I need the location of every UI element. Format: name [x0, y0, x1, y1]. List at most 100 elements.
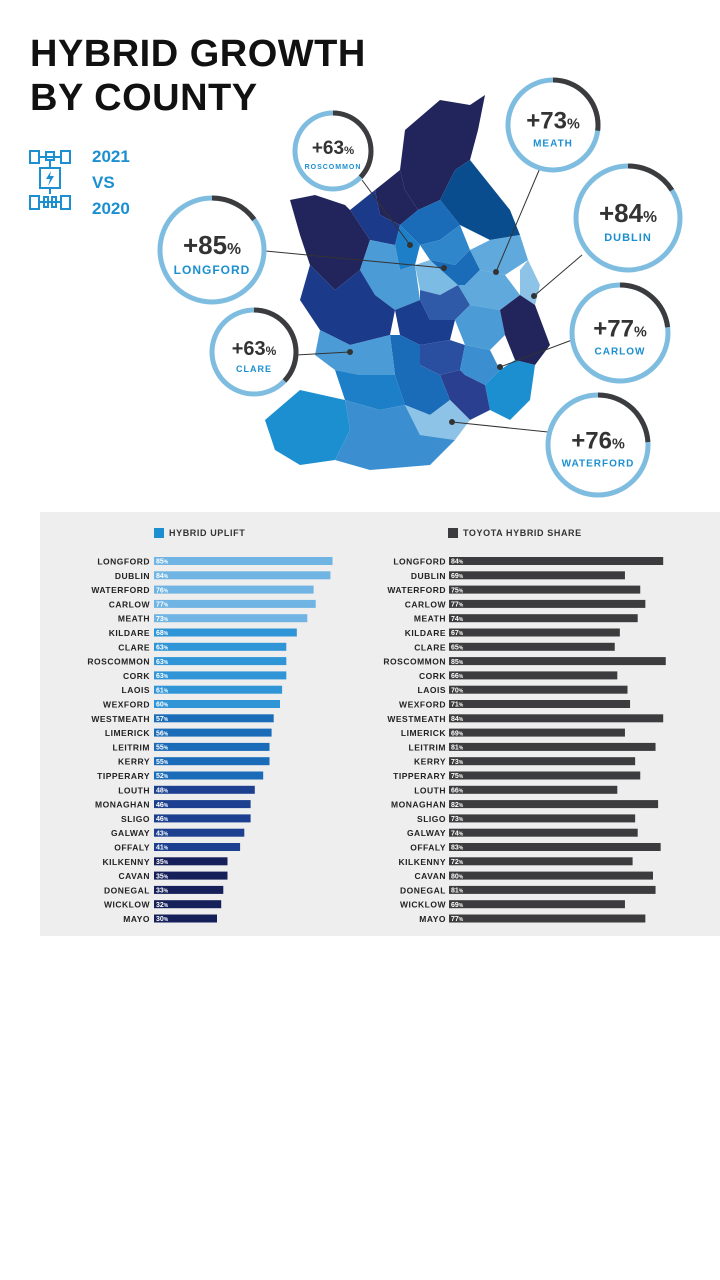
share-bar: [449, 771, 641, 780]
uplift-bar: [154, 900, 222, 909]
uplift-bar: [154, 642, 287, 651]
share-tick-label: MONAGHAN: [391, 800, 446, 810]
callout-ring-dark: [292, 110, 374, 192]
uplift-data-label: 57%: [156, 716, 169, 723]
uplift-data-label: 61%: [156, 687, 169, 694]
uplift-bar: [154, 800, 251, 809]
uplift-data-label: 33%: [156, 888, 169, 895]
callout-value: +84%: [599, 198, 657, 228]
uplift-tick-label: DONEGAL: [104, 885, 150, 895]
uplift-tick-label: MEATH: [118, 614, 150, 624]
callout-value: +77%: [593, 316, 647, 343]
share-data-label: 81%: [451, 888, 464, 895]
share-bar: [449, 599, 646, 608]
callout-longford: +85% LONGFORD: [157, 195, 267, 305]
share-data-label: 81%: [451, 745, 464, 752]
uplift-tick-label: WESTMEATH: [91, 714, 150, 724]
share-tick-label: CAVAN: [415, 871, 446, 881]
uplift-data-label: 84%: [156, 573, 169, 580]
share-bar: [449, 685, 628, 694]
share-bar: [449, 728, 625, 737]
share-bar: [449, 814, 636, 823]
share-chart: LONGFORD 84% DUBLIN 69% WATERFORD 75% CARLOW 77…: [383, 557, 666, 924]
callout-ring-dark: [209, 307, 299, 397]
county-galway: [300, 265, 395, 345]
uplift-bar: [154, 571, 331, 580]
share-bar: [449, 700, 631, 708]
county-kerry: [265, 390, 350, 465]
share-tick-label: CLARE: [414, 642, 446, 652]
callout-roscommon: +63% ROSCOMMON: [292, 110, 374, 192]
uplift-data-label: 35%: [156, 859, 169, 866]
uplift-bar: [154, 728, 272, 737]
uplift-chart: LONGFORD 85% DUBLIN 84% WATERFORD 76% CARLOW 77…: [87, 557, 333, 924]
callout-value: +85%: [183, 230, 241, 260]
share-tick-label: KILDARE: [405, 628, 446, 638]
county-cork: [335, 400, 455, 470]
uplift-tick-label: GALWAY: [111, 828, 150, 838]
uplift-tick-label: LOUTH: [118, 785, 150, 795]
share-data-label: 84%: [451, 716, 464, 723]
callout-county: DUBLIN: [604, 232, 652, 244]
county-wexford: [485, 360, 535, 420]
uplift-data-label: 63%: [156, 673, 169, 680]
share-tick-label: LIMERICK: [401, 728, 446, 738]
uplift-bar: [154, 885, 224, 894]
county-louth: [470, 235, 528, 275]
year-comparison: 2021 VS 2020: [92, 144, 130, 222]
share-data-label: 73%: [451, 816, 464, 823]
uplift-tick-label: KERRY: [118, 757, 150, 767]
uplift-data-label: 55%: [156, 745, 169, 752]
share-tick-label: WEXFORD: [399, 700, 446, 710]
county-mayo: [290, 195, 370, 290]
callout-ring-dark: [573, 163, 683, 273]
share-tick-label: CARLOW: [405, 599, 447, 609]
share-bar: [449, 557, 664, 565]
uplift-bar: [154, 628, 297, 637]
county-meath: [458, 270, 520, 310]
county-bar-panel: HYBRID UPLIFT TOYOTA HYBRID SHARE LONGFO…: [40, 512, 720, 936]
share-data-label: 69%: [451, 730, 464, 737]
uplift-tick-label: WEXFORD: [103, 700, 150, 710]
share-bar: [449, 571, 625, 580]
callout-circles: +85% LONGFORD +63% ROSCOMMON +73% MEATH +84% DU…: [157, 77, 683, 498]
share-data-label: 74%: [451, 616, 464, 623]
callout-value: +63%: [312, 138, 354, 159]
callout-dublin: +84% DUBLIN: [573, 163, 683, 273]
share-data-label: 83%: [451, 845, 464, 852]
share-data-label: 67%: [451, 630, 464, 637]
uplift-bar: [154, 843, 241, 851]
share-bar: [449, 614, 638, 623]
uplift-tick-label: CLARE: [118, 642, 150, 652]
callout-lines: [254, 167, 583, 433]
callout-ring-dark: [545, 392, 651, 498]
county-derry-antrim: [440, 160, 520, 240]
share-tick-label: DUBLIN: [411, 571, 446, 581]
share-tick-label: DONEGAL: [400, 885, 446, 895]
legend-uplift-label: HYBRID UPLIFT: [169, 528, 246, 538]
callout-county: ROSCOMMON: [305, 164, 362, 171]
share-tick-label: LOUTH: [414, 785, 446, 795]
share-tick-label: MEATH: [414, 614, 446, 624]
share-tick-label: CORK: [419, 671, 446, 681]
callout-ring-dark: [505, 77, 601, 173]
uplift-bar: [154, 614, 308, 623]
callout-carlow: +77% CARLOW: [569, 282, 671, 384]
share-bar: [449, 757, 636, 766]
uplift-tick-label: LONGFORD: [97, 557, 150, 567]
uplift-tick-label: LIMERICK: [105, 728, 150, 738]
uplift-bar: [154, 771, 264, 780]
callout-value: +73%: [526, 108, 580, 135]
callout-value: +63%: [232, 338, 277, 360]
uplift-tick-label: SLIGO: [121, 814, 150, 824]
county-leitrim: [395, 225, 420, 270]
callout-county: WATERFORD: [562, 459, 635, 470]
uplift-bar: [154, 599, 316, 608]
share-tick-label: LEITRIM: [409, 742, 447, 752]
share-tick-label: WATERFORD: [387, 585, 446, 595]
share-data-label: 71%: [451, 702, 464, 709]
uplift-tick-label: LEITRIM: [113, 742, 151, 752]
uplift-bar: [154, 914, 217, 923]
share-bar: [449, 785, 618, 794]
uplift-bar: [154, 585, 314, 594]
